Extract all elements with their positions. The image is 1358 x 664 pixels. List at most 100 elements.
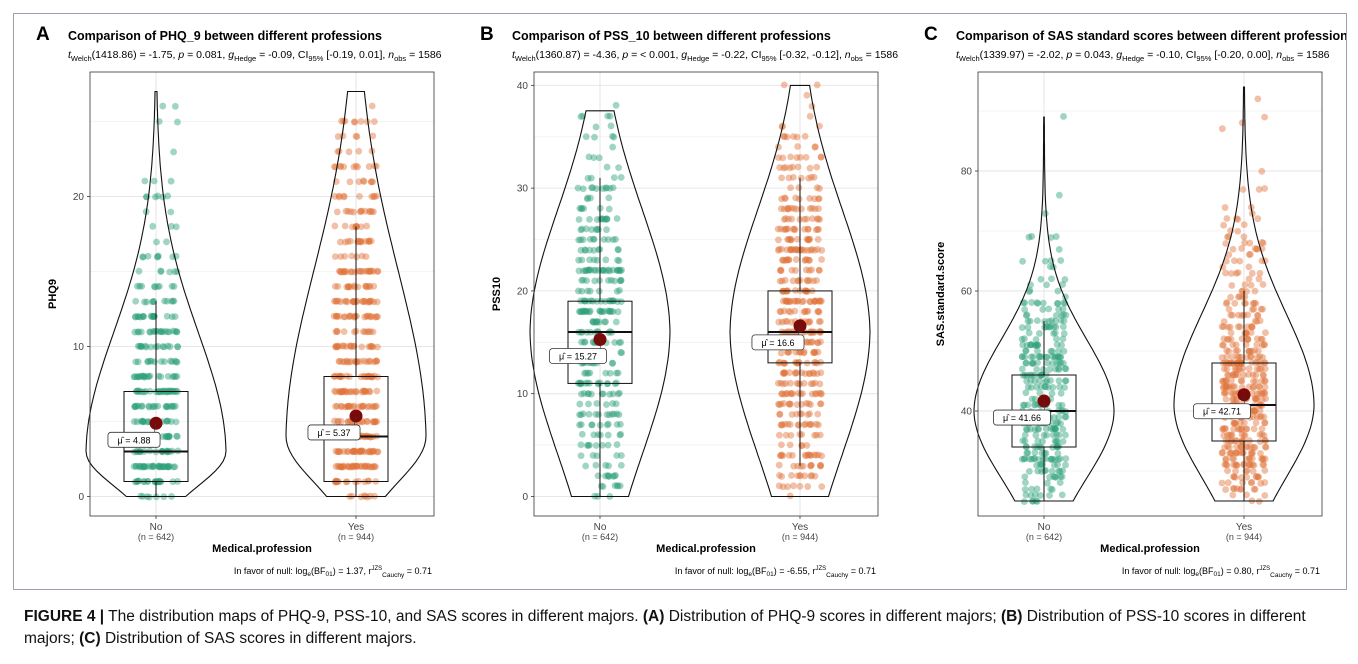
data-point [801, 225, 809, 233]
data-point [585, 441, 593, 449]
data-point [351, 328, 358, 336]
data-point [614, 390, 622, 398]
data-point [168, 403, 176, 410]
data-point [1259, 239, 1267, 247]
data-point [140, 373, 148, 381]
footer-sup: JZS [1260, 566, 1271, 572]
data-point [165, 403, 173, 410]
data-point [1220, 323, 1228, 330]
data-point [164, 463, 172, 471]
data-point [1222, 240, 1230, 247]
data-point [1039, 438, 1046, 445]
footer-text: In favor of null: log [234, 566, 308, 576]
data-point [1236, 419, 1244, 427]
data-point [1032, 401, 1040, 408]
data-point [355, 147, 363, 155]
data-point [1048, 317, 1056, 325]
data-point [356, 358, 364, 365]
data-point [1050, 425, 1058, 432]
data-point [803, 91, 811, 99]
data-point [159, 463, 167, 471]
data-point [785, 451, 793, 459]
data-point [367, 328, 374, 336]
data-point [134, 313, 142, 321]
data-point [1028, 485, 1036, 493]
data-point [344, 448, 351, 455]
data-point [778, 421, 786, 428]
data-point [1033, 485, 1041, 493]
data-point [343, 403, 351, 411]
data-point [802, 452, 810, 460]
data-point [335, 342, 343, 350]
data-point [815, 308, 823, 316]
data-point [786, 297, 794, 305]
data-point [173, 328, 181, 336]
data-point [1041, 467, 1048, 475]
data-point [1258, 455, 1265, 463]
data-point [1025, 455, 1033, 463]
data-point [332, 388, 340, 396]
data-point [359, 267, 367, 275]
data-point [1049, 359, 1056, 367]
data-point [1018, 335, 1026, 343]
data-point [1258, 167, 1266, 175]
data-point [1049, 455, 1056, 463]
stat-text: = 1586 [406, 49, 441, 61]
data-point [601, 472, 609, 480]
data-point [582, 462, 590, 470]
data-point [365, 238, 373, 246]
data-point [1247, 443, 1255, 451]
data-point [340, 342, 347, 350]
data-point [1222, 269, 1229, 277]
data-point [606, 184, 614, 192]
data-point [816, 297, 824, 305]
data-point [162, 387, 170, 395]
data-point [1023, 449, 1031, 457]
data-point [803, 338, 811, 346]
data-point [1224, 443, 1232, 450]
data-point [1055, 359, 1063, 367]
data-point [1248, 323, 1256, 331]
data-point [1233, 360, 1241, 367]
data-point [373, 298, 381, 306]
x-tick-count: (n = 944) [338, 532, 374, 542]
data-point [133, 373, 141, 381]
data-point [369, 132, 377, 140]
data-point [141, 373, 149, 381]
data-point [788, 215, 796, 223]
data-point [363, 222, 371, 230]
stat-p: p [177, 49, 184, 61]
data-point [1251, 485, 1259, 493]
data-point [807, 246, 815, 254]
data-point [135, 402, 142, 410]
data-point [351, 268, 359, 276]
data-point [1039, 455, 1047, 463]
data-point [776, 410, 784, 418]
data-point [171, 102, 179, 110]
chart-subtitle: tWelch(1339.97) = -2.02, p = 0.043, gHed… [956, 49, 1330, 63]
data-point [1238, 377, 1245, 385]
data-point [808, 245, 816, 253]
data-point [364, 448, 372, 456]
data-point [1041, 323, 1049, 331]
data-point [814, 226, 822, 233]
data-point [1051, 456, 1059, 463]
data-point [789, 163, 797, 171]
data-point [808, 102, 816, 110]
data-point [1260, 461, 1268, 468]
data-point [347, 388, 355, 395]
data-point [1027, 341, 1035, 348]
data-point [617, 461, 625, 469]
violin [1173, 86, 1315, 502]
data-point [1058, 341, 1065, 349]
data-point [805, 236, 813, 243]
data-point [603, 401, 610, 408]
data-point [1257, 335, 1265, 343]
data-point [579, 307, 586, 315]
stat-sub: obs [1282, 54, 1294, 63]
data-point [1257, 360, 1265, 367]
data-point [336, 388, 344, 396]
data-point [599, 185, 607, 192]
data-point [804, 246, 812, 254]
data-point [139, 463, 147, 471]
